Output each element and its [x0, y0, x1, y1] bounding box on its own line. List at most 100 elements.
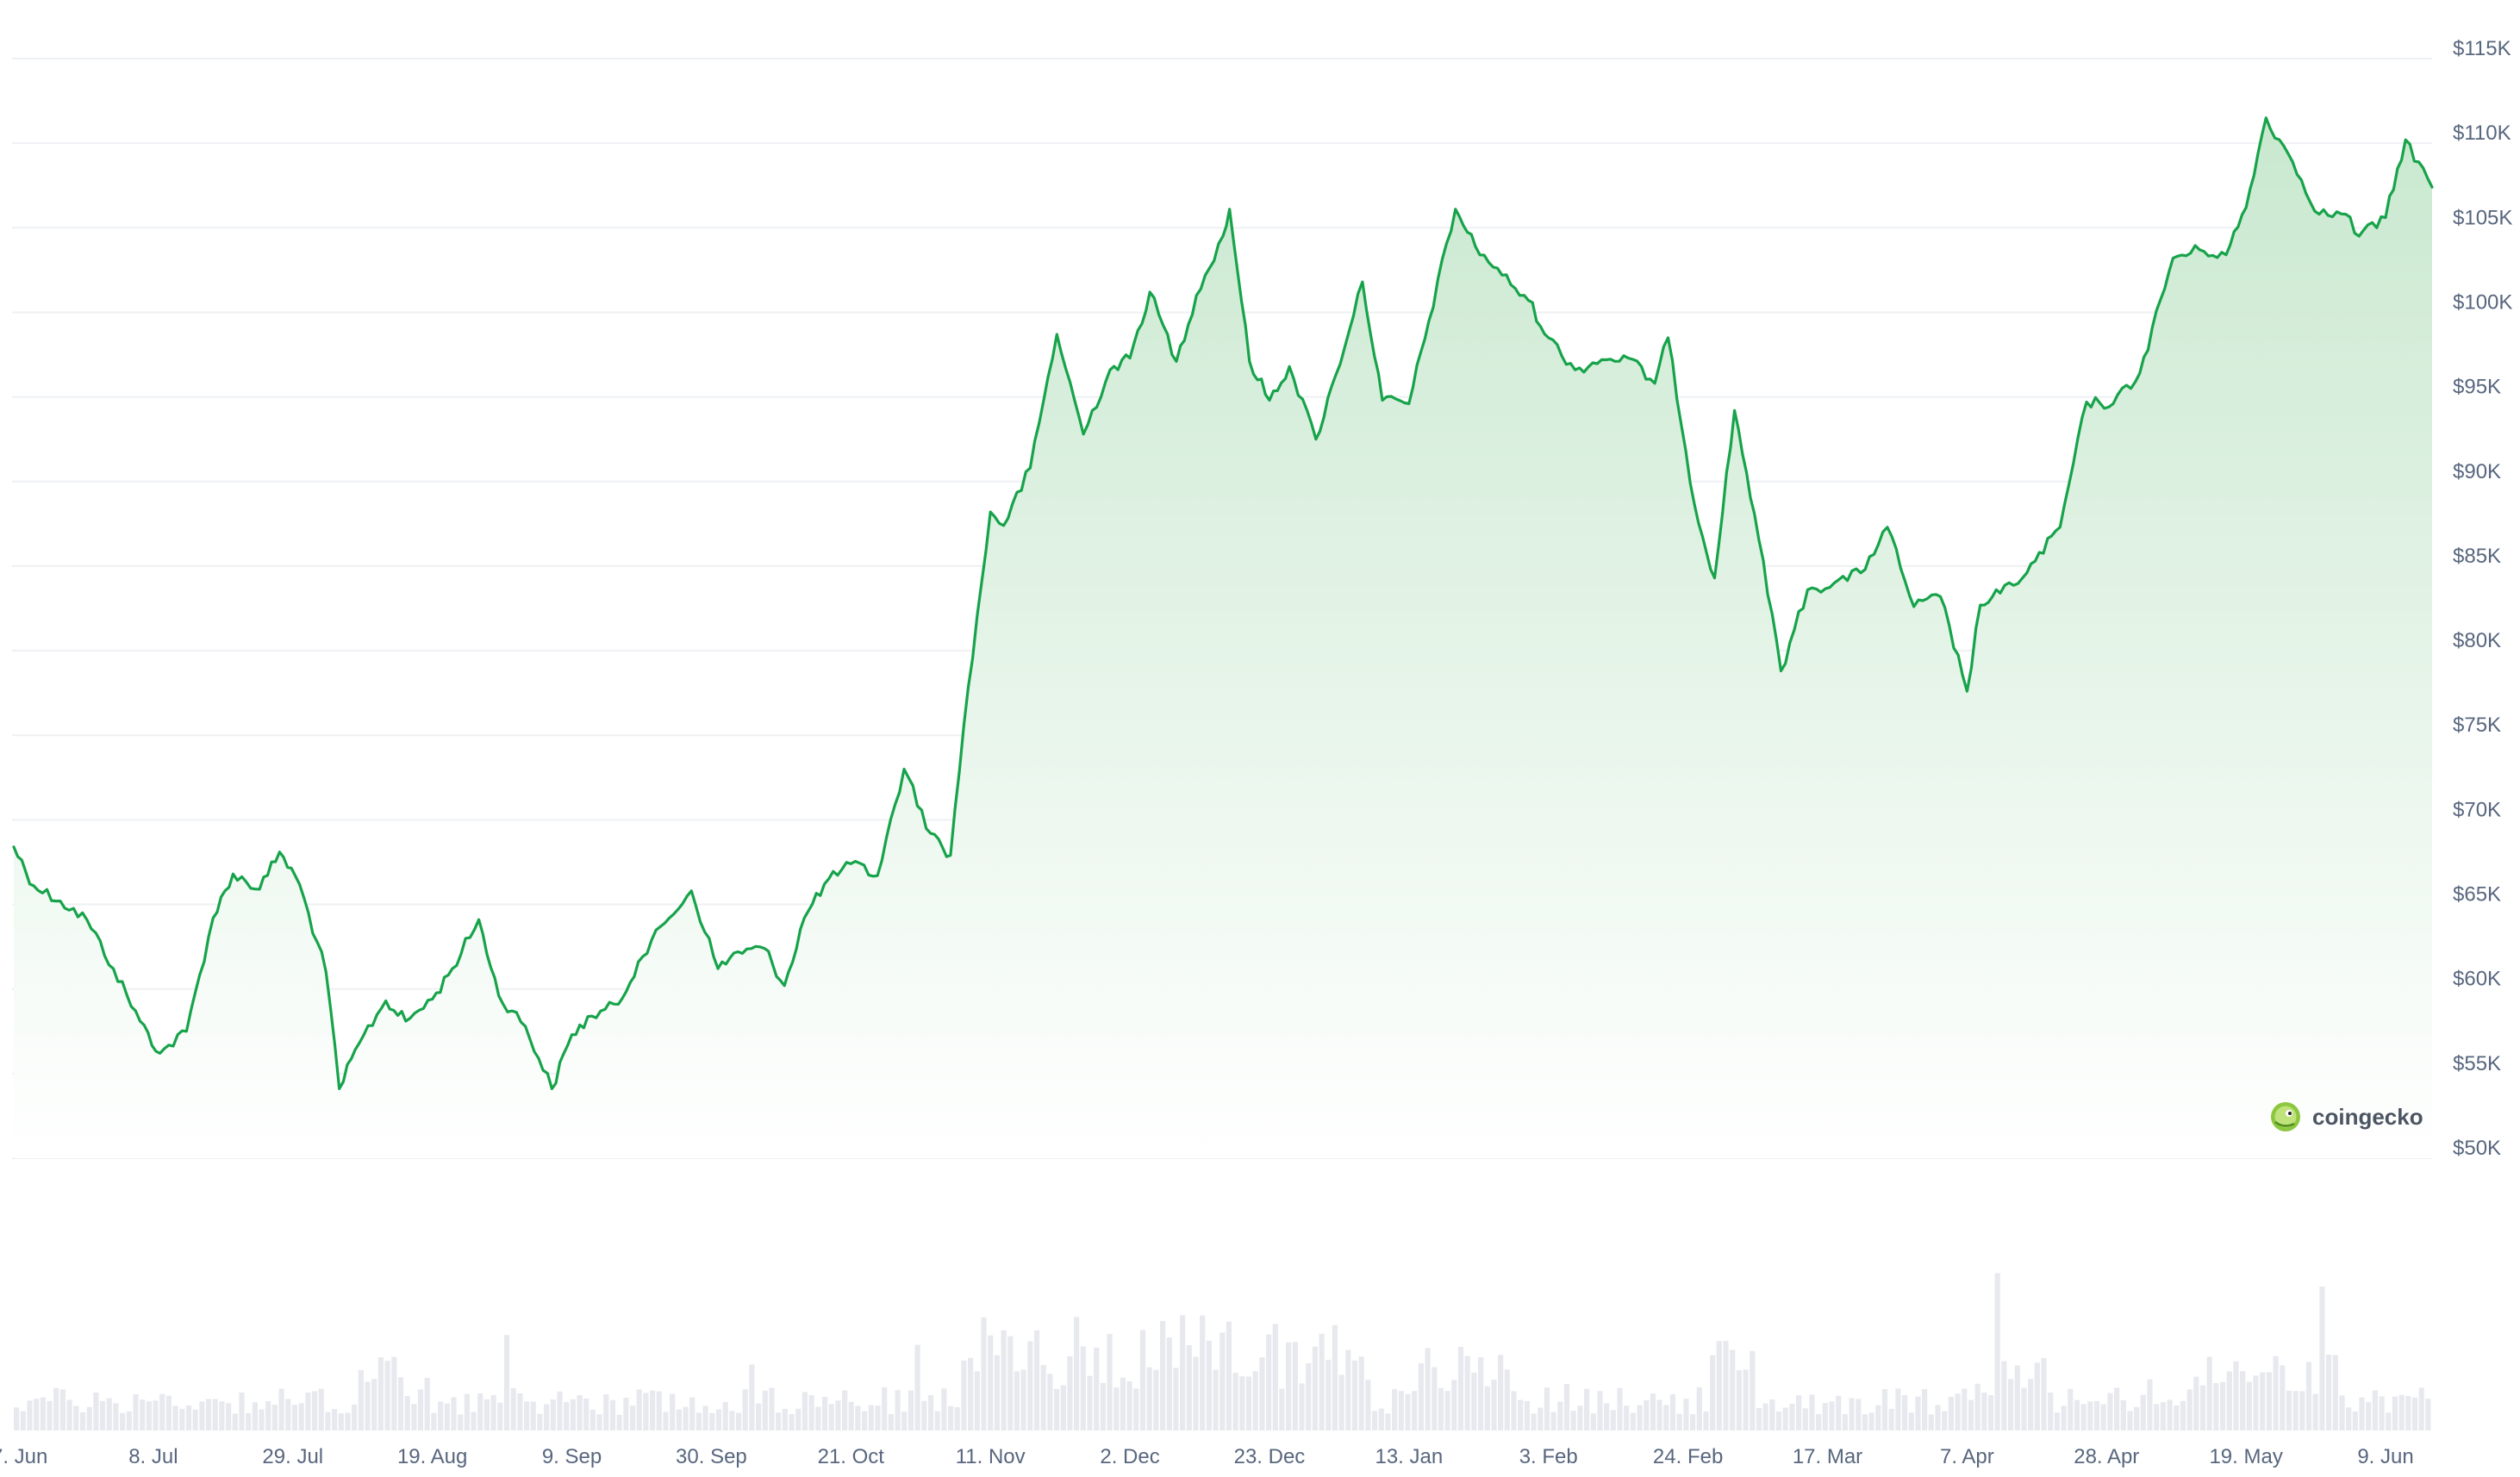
volume-bar [1146, 1367, 1152, 1430]
volume-bar [358, 1369, 364, 1430]
volume-bar [2074, 1399, 2080, 1430]
volume-bar [2233, 1361, 2239, 1430]
volume-bar [2392, 1396, 2398, 1430]
volume-bar [2134, 1406, 2140, 1430]
volume-bar [2041, 1358, 2047, 1430]
volume-bar [325, 1412, 331, 1430]
volume-bar [66, 1399, 72, 1430]
volume-bar [1630, 1412, 1636, 1430]
volume-bar [451, 1397, 457, 1430]
volume-bar [564, 1402, 570, 1430]
volume-bar [1802, 1408, 1808, 1430]
volume-bar [1524, 1400, 1530, 1430]
volume-bar [1656, 1399, 1662, 1430]
x-tick-label: 11. Nov [956, 1445, 1026, 1468]
volume-bar [1570, 1411, 1576, 1430]
volume-bar [1663, 1405, 1669, 1430]
volume-bar [974, 1371, 980, 1430]
volume-bar [1126, 1381, 1132, 1430]
volume-bar [954, 1406, 960, 1430]
volume-bar [1948, 1396, 1954, 1430]
volume-bar [1511, 1391, 1517, 1430]
volume-bar [1902, 1394, 1908, 1430]
volume-bar [146, 1401, 152, 1430]
volume-bar [2246, 1381, 2252, 1430]
volume-bar [252, 1402, 258, 1430]
volume-bar [265, 1401, 271, 1430]
volume-bar [868, 1405, 874, 1430]
volume-bar [948, 1405, 954, 1430]
volume-bar [968, 1357, 974, 1430]
volume-bar [93, 1393, 99, 1430]
volume-bar [1849, 1398, 1855, 1430]
volume-bar [1981, 1393, 1987, 1430]
volume-bar [1100, 1382, 1106, 1430]
volume-bar [2199, 1385, 2206, 1430]
volume-bar [596, 1414, 602, 1430]
volume-bar [1862, 1414, 1868, 1430]
y-tick-label: $55K [2453, 1052, 2501, 1075]
volume-bar [1200, 1315, 1206, 1430]
volume-bar [1351, 1360, 1358, 1430]
volume-bar [2411, 1397, 2418, 1430]
volume-bar [1690, 1414, 1696, 1430]
y-tick-label: $70K [2453, 798, 2501, 821]
volume-bar [670, 1393, 676, 1430]
volume-bar [159, 1393, 165, 1430]
volume-bar [1644, 1400, 1650, 1430]
volume-bar [2068, 1388, 2074, 1430]
volume-bar [650, 1390, 656, 1430]
volume-bar [842, 1390, 848, 1430]
volume-bar [20, 1411, 26, 1430]
volume-bar [855, 1405, 861, 1430]
volume-bar [1590, 1413, 1596, 1430]
volume-bar [1312, 1346, 1318, 1430]
volume-bar [1888, 1408, 1894, 1430]
x-tick-label: 29. Jul [262, 1445, 323, 1468]
volume-bar [1160, 1320, 1166, 1430]
volume-bar [1498, 1355, 1504, 1430]
price-area [14, 117, 2432, 1159]
volume-bar [1696, 1387, 1702, 1430]
volume-bar [1624, 1405, 1630, 1430]
volume-bar [2127, 1411, 2133, 1430]
volume-bar [1014, 1371, 1020, 1430]
volume-bar [544, 1404, 550, 1430]
volume-bar [2273, 1355, 2279, 1430]
volume-bar [1451, 1380, 1457, 1430]
volume-bar [458, 1414, 464, 1430]
volume-bar [1457, 1347, 1464, 1430]
volume-bar [609, 1399, 616, 1430]
price-series-line [12, 116, 2434, 1091]
volume-bar [934, 1411, 940, 1430]
volume-bar [623, 1398, 629, 1430]
volume-bar [285, 1399, 291, 1430]
volume-bar [2280, 1365, 2286, 1430]
volume-bar [2028, 1379, 2034, 1430]
volume-bar [1272, 1324, 1278, 1430]
volume-bar [2160, 1402, 2166, 1430]
volume-bar [1723, 1341, 1729, 1430]
volume-bar [120, 1412, 126, 1430]
volume-bar [1054, 1388, 1060, 1430]
volume-bar [729, 1411, 735, 1430]
volume-bar [1365, 1380, 1371, 1430]
volume-bar [1829, 1401, 1835, 1430]
volume-bar [1544, 1387, 1550, 1430]
volume-bar [2332, 1355, 2338, 1430]
volume-bar [1292, 1342, 1298, 1430]
volume-bar [1875, 1405, 1881, 1430]
volume-bar [471, 1412, 477, 1430]
volume-bar [2186, 1389, 2193, 1430]
volume-bar [1047, 1374, 1053, 1430]
volume-bar [2339, 1395, 2345, 1430]
volume-bar [2174, 1405, 2180, 1430]
volume-bar [1412, 1391, 1418, 1430]
coingecko-watermark: coingecko [2271, 1102, 2423, 1131]
volume-bar [736, 1412, 742, 1430]
volume-bar [1842, 1414, 1848, 1430]
volume-bar [577, 1395, 583, 1430]
volume-bar [795, 1408, 802, 1430]
